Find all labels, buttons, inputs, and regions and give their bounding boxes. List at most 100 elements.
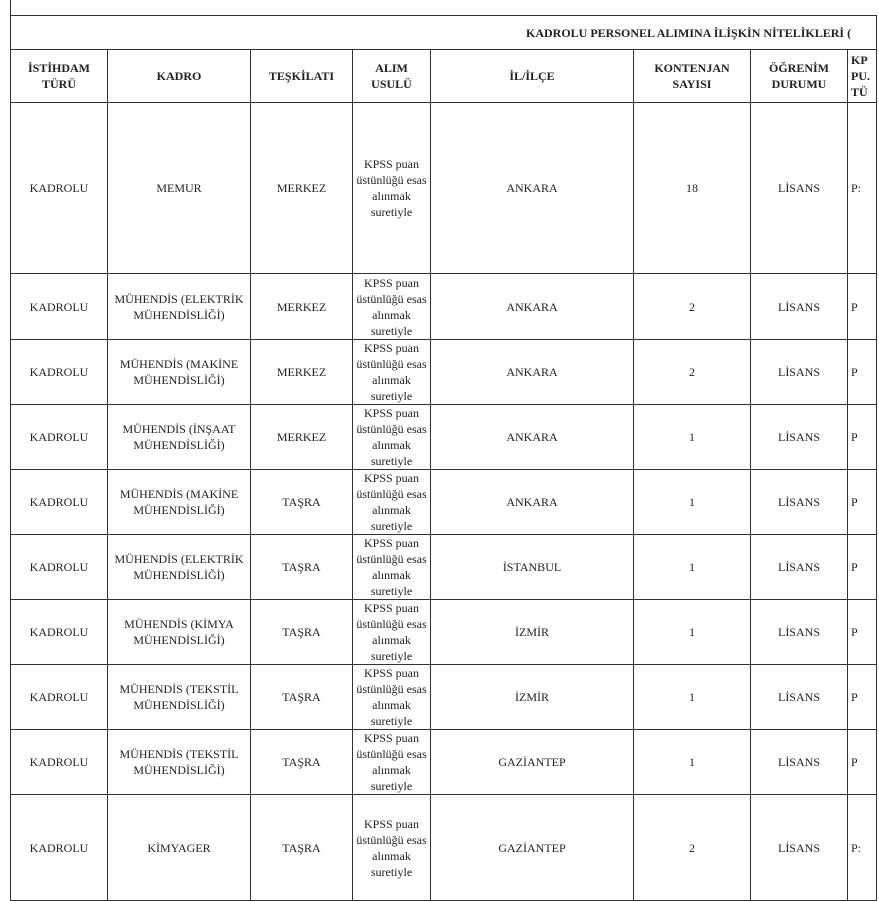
header-teskilati: TEŞKİLATI [250,49,353,103]
kontenjan-cell: 2 [633,794,751,901]
table-row: KADROLU MÜHENDİS (MAKİNE MÜHENDİSLİĞİ) MER… [10,339,878,405]
teskilati-cell: TAŞRA [250,469,353,535]
puan-turu-cell: P: [846,794,878,901]
kontenjan-cell: 2 [633,339,751,405]
table-row: KADROLU MÜHENDİS (TEKSTİL MÜHENDİSLİĞİ) TA… [10,729,878,795]
il-ilce-cell: İZMİR [430,599,634,665]
header-kontenjan-sayisi: KONTENJAN SAYISI [633,49,751,103]
kadro-cell: KİMYAGER [107,794,251,901]
table-row: KADROLU MEMUR MERKEZ KPSS puan üstünlüğü es… [10,102,878,274]
page-edge-line [10,0,11,16]
puan-turu-cell: P [846,469,878,535]
teskilati-cell: TAŞRA [250,794,353,901]
il-ilce-cell: ANKARA [430,339,634,405]
personnel-table: KADROLU PERSONEL ALIMINA İLİŞKİN NİTELİK… [9,15,878,901]
table-row: KADROLU MÜHENDİS (ELEKTRİK MÜHENDİSLİĞİ) M… [10,273,878,340]
il-ilce-cell: İZMİR [430,664,634,730]
alim-usulu-cell: KPSS puan üstünlüğü esas alınmak suretiy… [352,729,431,795]
puan-turu-cell: P: [846,102,878,274]
table-row: KADROLU MÜHENDİS (TEKSTİL MÜHENDİSLİĞİ) TA… [10,664,878,730]
kontenjan-cell: 1 [633,534,751,600]
kadro-cell: MÜHENDİS (ELEKTRİK MÜHENDİSLİĞİ) [107,273,251,340]
ogrenim-durumu-cell: LİSANS [750,794,848,901]
istihdam-turu-cell: KADROLU [10,664,108,730]
kadro-cell: MÜHENDİS (TEKSTİL MÜHENDİSLİĞİ) [107,664,251,730]
puan-turu-cell: P [846,664,878,730]
table-row: KADROLU MÜHENDİS (KİMYA MÜHENDİSLİĞİ) TAŞR… [10,599,878,665]
alim-usulu-cell: KPSS puan üstünlüğü esas alınmak suretiy… [352,404,431,470]
ogrenim-durumu-cell: LİSANS [750,404,848,470]
table-row: KADROLU MÜHENDİS (MAKİNE MÜHENDİSLİĞİ) TAŞ… [10,469,878,535]
puan-turu-cell: P [846,404,878,470]
istihdam-turu-cell: KADROLU [10,469,108,535]
kontenjan-cell: 18 [633,102,751,274]
kadro-cell: MÜHENDİS (KİMYA MÜHENDİSLİĞİ) [107,599,251,665]
ogrenim-durumu-cell: LİSANS [750,534,848,600]
istihdam-turu-cell: KADROLU [10,404,108,470]
istihdam-turu-cell: KADROLU [10,599,108,665]
ogrenim-durumu-cell: LİSANS [750,469,848,535]
kontenjan-cell: 1 [633,664,751,730]
kontenjan-cell: 1 [633,599,751,665]
istihdam-turu-cell: KADROLU [10,794,108,901]
kontenjan-cell: 1 [633,404,751,470]
il-ilce-cell: ANKARA [430,273,634,340]
teskilati-cell: MERKEZ [250,273,353,340]
istihdam-turu-cell: KADROLU [10,534,108,600]
istihdam-turu-cell: KADROLU [10,729,108,795]
istihdam-turu-cell: KADROLU [10,339,108,405]
teskilati-cell: MERKEZ [250,339,353,405]
il-ilce-cell: ANKARA [430,404,634,470]
kadro-cell: MÜHENDİS (İNŞAAT MÜHENDİSLİĞİ) [107,404,251,470]
ogrenim-durumu-cell: LİSANS [750,729,848,795]
kadro-cell: MÜHENDİS (TEKSTİL MÜHENDİSLİĞİ) [107,729,251,795]
alim-usulu-cell: KPSS puan üstünlüğü esas alınmak suretiy… [352,794,431,901]
kadro-cell: MÜHENDİS (MAKİNE MÜHENDİSLİĞİ) [107,469,251,535]
kadro-cell: MÜHENDİS (ELEKTRİK MÜHENDİSLİĞİ) [107,534,251,600]
table-row: KADROLU MÜHENDİS (ELEKTRİK MÜHENDİSLİĞİ) T… [10,534,878,600]
kontenjan-cell: 1 [633,469,751,535]
header-ogrenim-durumu: ÖĞRENİM DURUMU [750,49,848,103]
kadro-cell: MÜHENDİS (MAKİNE MÜHENDİSLİĞİ) [107,339,251,405]
ogrenim-durumu-cell: LİSANS [750,664,848,730]
alim-usulu-cell: KPSS puan üstünlüğü esas alınmak suretiy… [352,102,431,274]
alim-usulu-cell: KPSS puan üstünlüğü esas alınmak suretiy… [352,599,431,665]
teskilati-cell: TAŞRA [250,664,353,730]
alim-usulu-cell: KPSS puan üstünlüğü esas alınmak suretiy… [352,534,431,600]
table-row: KADROLU MÜHENDİS (İNŞAAT MÜHENDİSLİĞİ) MER… [10,404,878,470]
alim-usulu-cell: KPSS puan üstünlüğü esas alınmak suretiy… [352,664,431,730]
puan-turu-cell: P [846,729,878,795]
alim-usulu-cell: KPSS puan üstünlüğü esas alınmak suretiy… [352,339,431,405]
ogrenim-durumu-cell: LİSANS [750,339,848,405]
il-ilce-cell: GAZİANTEP [430,729,634,795]
ogrenim-durumu-cell: LİSANS [750,102,848,274]
alim-usulu-cell: KPSS puan üstünlüğü esas alınmak suretiy… [352,273,431,340]
il-ilce-cell: GAZİANTEP [430,794,634,901]
teskilati-cell: TAŞRA [250,599,353,665]
teskilati-cell: MERKEZ [250,102,353,274]
table-body: KADROLU MEMUR MERKEZ KPSS puan üstünlüğü es… [10,102,878,901]
teskilati-cell: MERKEZ [250,404,353,470]
alim-usulu-cell: KPSS puan üstünlüğü esas alınmak suretiy… [352,469,431,535]
header-alim-usulu: ALIM USULÜ [352,49,431,103]
header-il-ilce: İL/İLÇE [430,49,634,103]
teskilati-cell: TAŞRA [250,534,353,600]
puan-turu-cell: P [846,534,878,600]
puan-turu-cell: P [846,339,878,405]
istihdam-turu-cell: KADROLU [10,273,108,340]
il-ilce-cell: İSTANBUL [430,534,634,600]
puan-turu-cell: P [846,599,878,665]
kadro-cell: MEMUR [107,102,251,274]
il-ilce-cell: ANKARA [430,102,634,274]
header-istihdam-turu: İSTİHDAM TÜRÜ [10,49,108,103]
kontenjan-cell: 2 [633,273,751,340]
puan-turu-cell: P [846,273,878,340]
il-ilce-cell: ANKARA [430,469,634,535]
table-title: KADROLU PERSONEL ALIMINA İLİŞKİN NİTELİK… [9,15,878,50]
header-kpss-puan-turu: KP PU. TÜ [846,49,878,103]
teskilati-cell: TAŞRA [250,729,353,795]
istihdam-turu-cell: KADROLU [10,102,108,274]
ogrenim-durumu-cell: LİSANS [750,273,848,340]
kontenjan-cell: 1 [633,729,751,795]
ogrenim-durumu-cell: LİSANS [750,599,848,665]
